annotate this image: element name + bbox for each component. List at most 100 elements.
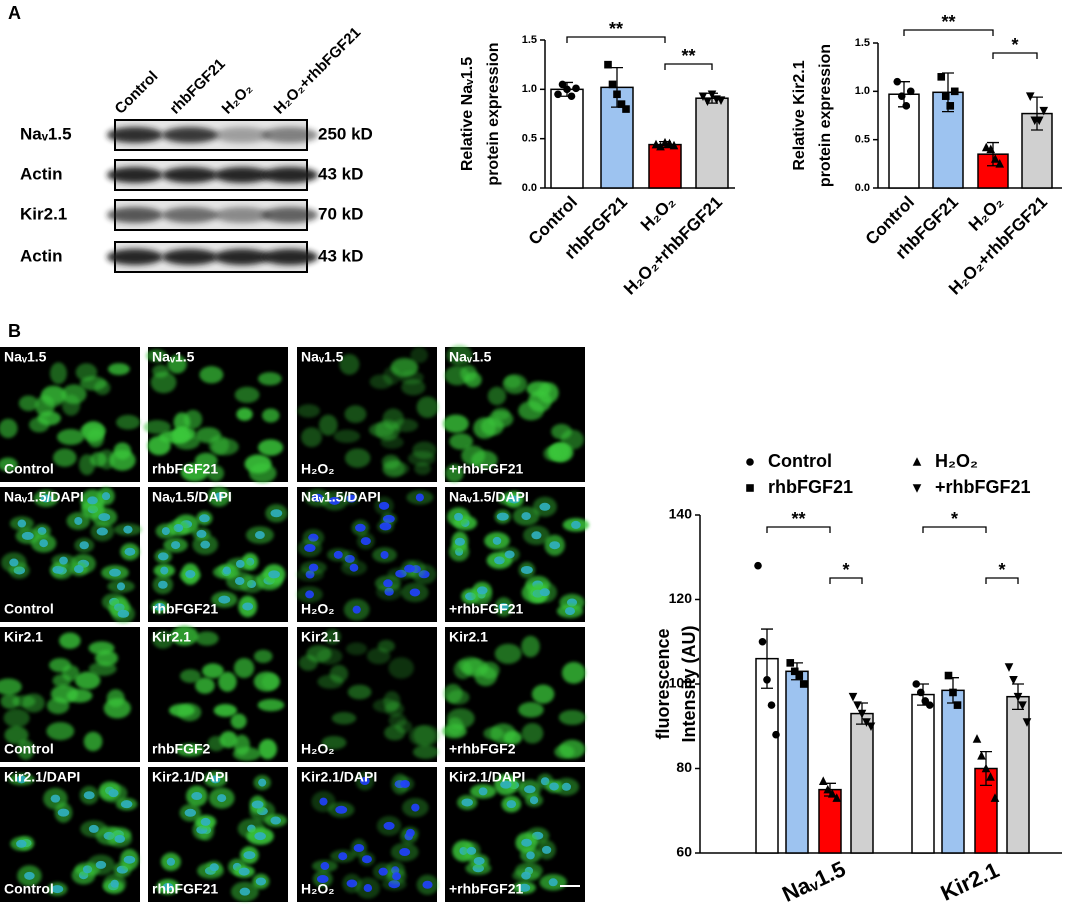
micrograph-label: rhbFGF21 [152, 461, 218, 477]
cell [170, 625, 199, 646]
cell [462, 658, 489, 677]
nucleus [16, 839, 27, 848]
nucleus [504, 550, 515, 559]
cell [52, 674, 72, 688]
nucleus [83, 791, 95, 800]
cell [261, 673, 280, 690]
data-point [953, 701, 962, 709]
x-tick-label: H₂O₂ [637, 193, 679, 235]
data-point [572, 84, 580, 93]
legend-marker [912, 457, 922, 466]
cell [306, 645, 332, 663]
cell [382, 459, 405, 478]
cell [46, 722, 75, 741]
cell [74, 671, 101, 690]
nucleus [270, 816, 281, 825]
nucleus [363, 884, 373, 893]
micrograph-label: H₂O₂ [301, 601, 334, 617]
data-point [608, 80, 617, 89]
micrograph-label: Kir2.1/DAPI [4, 769, 80, 785]
nucleus [108, 789, 119, 798]
blot-band [162, 249, 218, 265]
nucleus [98, 513, 111, 522]
nucleus [210, 775, 221, 784]
nucleus [409, 588, 421, 597]
cell [207, 465, 225, 482]
cell [233, 657, 255, 679]
y-tick-label: 0.0 [855, 182, 870, 194]
cell [108, 449, 136, 471]
cell [180, 669, 201, 683]
data-point [866, 722, 876, 732]
cell [81, 421, 105, 443]
data-point [925, 701, 934, 709]
micrograph-label: rhbFGF21 [152, 881, 218, 897]
nucleus [39, 539, 48, 548]
cell [518, 701, 544, 718]
cell [244, 454, 272, 474]
data-point [669, 140, 679, 150]
micrograph-label: Control [4, 461, 54, 477]
nucleus [561, 782, 572, 791]
nucleus [9, 558, 19, 567]
cell [107, 363, 130, 376]
data-point [1018, 701, 1027, 710]
nucleus [571, 520, 581, 529]
cell [345, 642, 368, 656]
blot-band [107, 249, 163, 265]
significance-bracket [903, 29, 994, 36]
micrograph-label: Kir2.1 [4, 629, 43, 645]
cell [297, 404, 321, 418]
cell [380, 435, 404, 449]
data-point [1034, 116, 1044, 126]
nucleus [335, 805, 348, 814]
cell [78, 454, 96, 476]
cell [0, 678, 22, 695]
blot-row-label: Actin [20, 164, 63, 183]
cell [29, 417, 50, 433]
nucleus [158, 580, 168, 589]
data-point [916, 688, 925, 697]
legend-marker [746, 484, 754, 492]
bar [785, 670, 809, 854]
nucleus [101, 492, 111, 501]
nucleus [380, 550, 389, 559]
nucleus [124, 547, 136, 556]
nucleus [392, 872, 401, 881]
blot-band [262, 167, 318, 183]
nucleus [466, 846, 477, 855]
nucleus [526, 851, 535, 860]
legend-label: Control [768, 451, 832, 471]
data-point [1013, 692, 1023, 702]
data-point [937, 73, 946, 81]
data-point [665, 138, 674, 148]
cell [393, 418, 419, 433]
cell [143, 420, 171, 434]
data-point [981, 142, 991, 152]
bar [695, 97, 729, 189]
legend-label: rhbFGF21 [768, 477, 853, 497]
significance-bracket [829, 577, 863, 584]
nucleus [17, 519, 27, 528]
nucleus [521, 838, 532, 847]
cell [339, 354, 360, 375]
y-tick-label: 0.5 [855, 134, 870, 146]
y-axis-label: fluorescence [653, 628, 673, 739]
cell [412, 745, 439, 759]
cell [199, 366, 224, 384]
nucleus [316, 875, 329, 884]
nucleus [218, 595, 231, 604]
blot-row-label: Kir2.1 [20, 204, 67, 223]
data-point [950, 87, 959, 96]
nucleus [361, 855, 372, 864]
bar [911, 693, 935, 854]
significance-bracket [766, 526, 831, 533]
nucleus [498, 602, 509, 611]
cell [388, 657, 414, 679]
y-tick-label: 1.0 [855, 85, 870, 97]
cell [487, 386, 507, 406]
nucleus [184, 808, 197, 817]
data-point [912, 680, 921, 688]
data-point [716, 96, 726, 105]
